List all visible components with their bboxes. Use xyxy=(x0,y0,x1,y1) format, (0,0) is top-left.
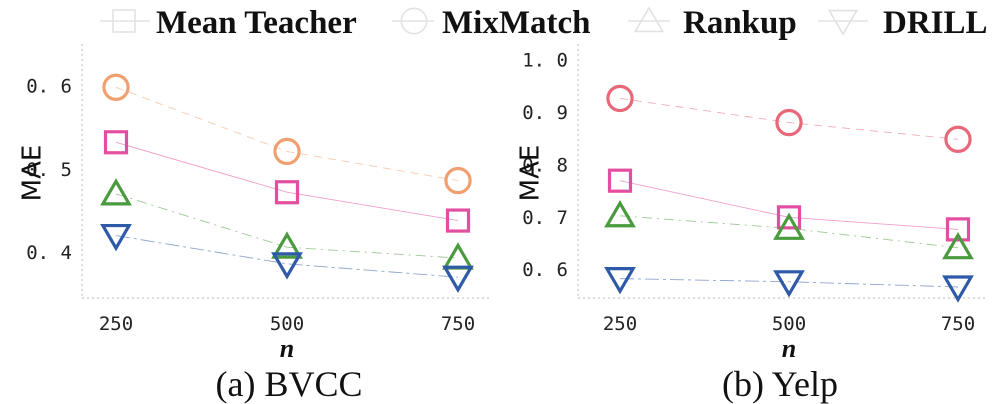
y-tick-label: 0. 5 xyxy=(26,159,72,181)
legend-label: DRILL xyxy=(883,5,988,41)
marker-mixmatch-250 xyxy=(606,84,634,113)
y-tick-label: 0. 7 xyxy=(522,207,568,229)
legend-marker-triangle-down xyxy=(827,9,859,36)
legend-marker-triangle-up xyxy=(633,6,665,33)
series-line xyxy=(115,235,459,278)
y-tick-label: 0. 6 xyxy=(522,259,568,281)
x-axis-label: n xyxy=(782,334,796,363)
series-mean-teacher xyxy=(103,130,471,233)
series-mean-teacher xyxy=(607,168,971,242)
legend-marker-square xyxy=(112,9,136,33)
marker-rankup-500 xyxy=(271,231,303,259)
marker-rankup-750 xyxy=(442,242,474,270)
series-mixmatch xyxy=(102,73,472,195)
y-tick-label: 0. 9 xyxy=(522,102,568,124)
series-line xyxy=(619,98,959,140)
marker-rankup-250 xyxy=(100,178,132,206)
panel-bvcc: 0. 4 0. 5 0. 6 250 500 750 MAE n(a) BVCC xyxy=(18,44,490,404)
legend-item-drill: DRILL xyxy=(818,5,988,41)
x-tick-label: 250 xyxy=(603,313,637,335)
x-tick-label: 750 xyxy=(441,313,475,335)
panel-caption: (a) BVCC xyxy=(216,364,363,404)
series-mixmatch xyxy=(606,84,972,153)
legend-label: Mean Teacher xyxy=(156,5,357,41)
legend-item-rankup: Rankup xyxy=(628,5,797,41)
series-line xyxy=(115,86,459,182)
marker-drill-750 xyxy=(942,275,974,303)
marker-mixmatch-750 xyxy=(944,125,972,153)
marker-drill-250 xyxy=(604,267,636,295)
marker-mean-teacher-750 xyxy=(945,217,971,242)
legend-item-mean-teacher: Mean Teacher xyxy=(100,5,357,41)
x-tick-label: 750 xyxy=(941,313,975,335)
x-axis-label: n xyxy=(280,334,294,363)
legend-label: Rankup xyxy=(683,5,797,41)
x-tick-label: 500 xyxy=(270,313,304,335)
marker-mean-teacher-250 xyxy=(103,130,129,155)
panel-yelp: 0. 6 0. 7 0. 8 0. 9 1. 0 250 500 750 MAE n(b) Yel… xyxy=(516,44,986,404)
marker-mixmatch-500 xyxy=(273,137,301,166)
y-tick-label: 0. 4 xyxy=(26,242,72,264)
series-drill xyxy=(100,223,474,293)
marker-mixmatch-500 xyxy=(775,108,803,137)
marker-rankup-250 xyxy=(604,199,636,228)
marker-drill-500 xyxy=(271,252,303,280)
marker-drill-500 xyxy=(773,270,805,298)
marker-drill-750 xyxy=(442,265,474,293)
x-tick-label: 250 xyxy=(99,313,133,335)
legend-item-mixmatch: MixMatch xyxy=(392,5,590,41)
marker-rankup-750 xyxy=(942,231,974,260)
y-axis-label: MAE xyxy=(18,145,48,202)
series-drill xyxy=(604,267,974,303)
marker-mean-teacher-500 xyxy=(274,180,300,205)
marker-rankup-500 xyxy=(773,212,805,240)
series-line xyxy=(619,278,959,288)
series-rankup xyxy=(604,199,974,260)
y-axis-label: MAE xyxy=(516,145,546,202)
marker-drill-250 xyxy=(100,223,132,252)
legend: Mean Teacher MixMatch Rankup DRILL xyxy=(100,5,988,41)
panel-caption: (b) Yelp xyxy=(722,364,838,404)
legend-marker-circle xyxy=(400,7,428,35)
series-line xyxy=(115,141,459,221)
legend-label: MixMatch xyxy=(442,5,590,41)
marker-mean-teacher-500 xyxy=(776,205,802,230)
marker-mean-teacher-750 xyxy=(445,208,471,233)
series-line xyxy=(115,193,459,259)
y-tick-label: 0. 8 xyxy=(522,154,568,176)
x-tick-label: 500 xyxy=(772,313,806,335)
y-tick-label: 1. 0 xyxy=(522,50,568,72)
series-line xyxy=(619,215,959,249)
series-line xyxy=(619,180,959,230)
marker-mixmatch-750 xyxy=(444,166,472,195)
marker-mean-teacher-250 xyxy=(607,168,633,193)
y-tick-label: 0. 6 xyxy=(26,76,72,98)
marker-mixmatch-250 xyxy=(102,73,130,101)
